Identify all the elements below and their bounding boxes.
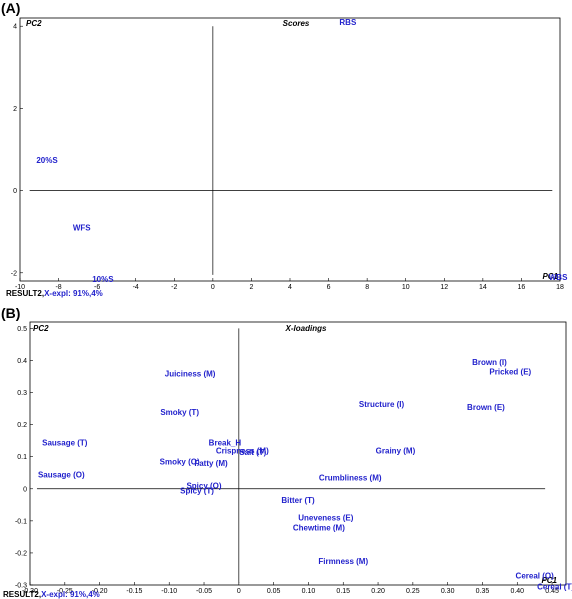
- loadings-x-tick-label: 0.35: [476, 588, 490, 595]
- loadings-point-label: Firmness (M): [318, 557, 368, 566]
- loadings-y-tick-label: 0.5: [17, 326, 27, 333]
- scores-x-tick-label: 14: [479, 284, 487, 291]
- scores-x-tick-label: 18: [556, 284, 564, 291]
- loadings-point-label: Pricked (E): [489, 368, 531, 377]
- loadings-x-tick-label: -0.20: [92, 588, 108, 595]
- loadings-point-label: Uneveness (E): [298, 514, 353, 523]
- scores-point-label: 10%S: [92, 275, 114, 284]
- loadings-y-tick-label: 0.3: [17, 390, 27, 397]
- loadings-x-tick-label: 0.05: [267, 588, 281, 595]
- loadings-x-tick-label: 0.45: [545, 588, 559, 595]
- scores-point-label: WFS: [73, 224, 91, 233]
- scores-plot: -10 -8 -6 -4 -2 0 2 4 6 8 10 12 14 16 18 -2 0 2 4 PC2 PC1 Sco…: [6, 17, 568, 298]
- x-loadings-plot: -0.30 -0.25 -0.20 -0.15 -0.10 -0.05 0 0.05 0.10 0…: [3, 321, 572, 599]
- loadings-point-label: Cereal (O): [516, 571, 555, 580]
- loadings-footer-variance: X-expl: 91%,4%: [41, 590, 100, 599]
- scores-x-tick-label: 4: [288, 284, 292, 291]
- scores-x-tick-label: -6: [94, 284, 100, 291]
- scores-x-tick-label: 8: [365, 284, 369, 291]
- scores-x-tick-label: 6: [327, 284, 331, 291]
- scores-footer-variance: X-expl: 91%,4%: [44, 289, 103, 298]
- scores-x-tick-label: -10: [15, 284, 25, 291]
- loadings-point-label: Brown (I): [472, 358, 507, 367]
- loadings-point-label: Crumbliness (M): [319, 474, 382, 483]
- loadings-x-axis-label: PC1: [541, 576, 557, 585]
- scores-x-tick-label: 0: [211, 284, 215, 291]
- loadings-point-label: Chewtime (M): [293, 523, 345, 532]
- scores-x-tick-label: 16: [518, 284, 526, 291]
- loadings-point-label: Crispness (M): [216, 446, 269, 455]
- scores-y-tick-label: 4: [13, 24, 17, 31]
- loadings-point-label: Juiciness (M): [165, 369, 216, 378]
- scores-y-tick-label: 0: [13, 188, 17, 195]
- scores-x-tick-label: -8: [55, 284, 61, 291]
- loadings-point-label: Spicy (O): [186, 482, 221, 491]
- loadings-y-tick-label: -0.1: [15, 518, 27, 525]
- loadings-point-label: Spicy (T): [180, 486, 214, 495]
- loadings-point-label: Bitter (T): [281, 496, 315, 505]
- scores-x-tick-label: -4: [133, 284, 139, 291]
- loadings-point-label: Fatty (M): [194, 459, 228, 468]
- loadings-point-label: Brown (E): [467, 403, 505, 412]
- panel-b-letter: (B): [1, 305, 20, 321]
- loadings-x-tick-label: 0.40: [510, 588, 524, 595]
- loadings-y-tick-label: -0.3: [15, 583, 27, 590]
- loadings-y-tick-label: -0.2: [15, 550, 27, 557]
- loadings-y-tick-label: 0.4: [17, 358, 27, 365]
- loadings-point-label: Salt (T): [239, 448, 266, 457]
- loadings-y-tick-label: 0: [23, 486, 27, 493]
- loadings-x-tick-label: -0.15: [126, 588, 142, 595]
- loadings-x-tick-label: 0: [237, 588, 241, 595]
- loadings-x-tick-label: -0.30: [22, 588, 38, 595]
- scores-point-label: 20%S: [36, 156, 58, 165]
- scores-title: Scores: [283, 19, 310, 28]
- scores-y-tick-label: -2: [11, 270, 17, 277]
- panel-a-letter: (A): [1, 0, 20, 16]
- loadings-point-label: Smoky (T): [160, 408, 199, 417]
- scores-y-tick-label: 2: [13, 106, 17, 113]
- loadings-footer: RESULT2,X-expl: 91%,4%: [3, 590, 100, 599]
- loadings-frame: [29, 321, 567, 586]
- loadings-x-tick-label: 0.30: [441, 588, 455, 595]
- scores-y-axis-label: PC2: [26, 19, 42, 28]
- loadings-point-label: Smoky (O): [160, 458, 200, 467]
- loadings-point-label: Grainy (M): [376, 446, 416, 455]
- loadings-x-tick-label: 0.10: [302, 588, 316, 595]
- scores-x-tick-label: 2: [249, 284, 253, 291]
- scores-point-label: WBS: [549, 273, 568, 282]
- loadings-y-tick-label: 0.2: [17, 422, 27, 429]
- loadings-point-label: Structure (I): [359, 400, 405, 409]
- loadings-x-tick-label: -0.05: [196, 588, 212, 595]
- loadings-x-tick-label: -0.10: [161, 588, 177, 595]
- scores-footer-prefix: RESULT2,: [6, 289, 44, 298]
- loadings-point-label: Sausage (O): [38, 470, 85, 479]
- loadings-x-tick-label: -0.25: [57, 588, 73, 595]
- loadings-footer-prefix: RESULT2,: [3, 590, 41, 599]
- scores-x-axis-label: PC1: [542, 272, 558, 281]
- scores-x-tick-label: 10: [402, 284, 410, 291]
- loadings-point-label: Cereal (T): [537, 583, 572, 592]
- loadings-point-label: Sausage (T): [42, 438, 88, 447]
- loadings-x-tick-label: 0.20: [371, 588, 385, 595]
- loadings-x-tick-label: 0.15: [336, 588, 350, 595]
- scores-point-label: RBS: [339, 18, 357, 27]
- loadings-y-tick-label: 0.1: [17, 454, 27, 461]
- loadings-y-axis-label: PC2: [33, 324, 49, 333]
- scores-footer: RESULT2,X-expl: 91%,4%: [6, 289, 103, 298]
- loadings-point-label: Break_H: [209, 438, 242, 447]
- scores-x-tick-label: 12: [440, 284, 448, 291]
- loadings-title: X-loadings: [285, 324, 327, 333]
- scores-x-tick-label: -2: [171, 284, 177, 291]
- scores-frame: [19, 17, 561, 282]
- loadings-x-tick-label: 0.25: [406, 588, 420, 595]
